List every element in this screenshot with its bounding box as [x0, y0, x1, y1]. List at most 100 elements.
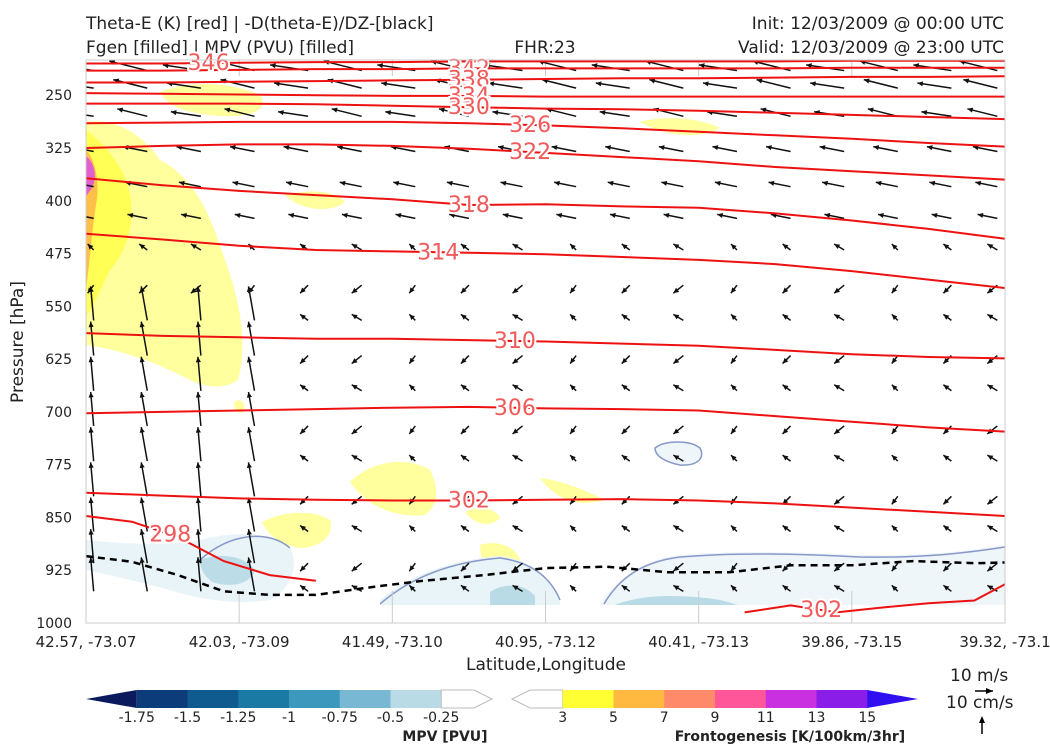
- wind-vector-head: [512, 358, 519, 364]
- wind-vector: [247, 529, 256, 564]
- y-axis-ticks: 250 325 400 475 550 625 700 775 850 925 1000: [36, 88, 72, 632]
- wind-vector-head: [834, 384, 841, 390]
- wind-vector-head: [766, 145, 772, 151]
- wind-vector-head: [339, 180, 346, 186]
- wind-vector: [89, 356, 95, 391]
- wind-vector-head: [673, 428, 680, 434]
- wind-vector-head: [834, 428, 841, 434]
- y-tick-label: 775: [45, 458, 72, 474]
- wind-vector-head: [607, 180, 614, 186]
- mpv-colorbar-tick: -0.75: [322, 710, 358, 726]
- wind-vector-head: [621, 428, 628, 434]
- wind-vector-head: [943, 585, 950, 591]
- wind-vector-head: [570, 314, 576, 321]
- wind-vector-head: [621, 384, 628, 391]
- wind-vector-head: [987, 585, 994, 591]
- wind-vector-head: [274, 81, 280, 87]
- wind-vector-head: [300, 357, 306, 364]
- wind-vector-head: [246, 557, 252, 564]
- wind-vector: [89, 391, 95, 427]
- wind-vector-head: [891, 314, 898, 321]
- wind-vector-head: [139, 286, 145, 293]
- fgen-area-upper-left-strong: [86, 130, 132, 315]
- mpv-colorbar-tick: -0.25: [423, 710, 459, 726]
- mpv-colorbar-tick: -0.5: [377, 710, 404, 726]
- wind-vector-head: [891, 428, 898, 434]
- mpv-area-small-right: [655, 442, 702, 466]
- wind-vector-head: [127, 212, 134, 218]
- plot-frame: [85, 59, 1006, 624]
- wind-vector-head: [409, 384, 415, 391]
- wind-vector-head: [286, 180, 292, 186]
- wind-vector-head: [190, 287, 197, 294]
- wind-vector-head: [834, 585, 841, 591]
- theta-e-contour-label: 302: [800, 598, 842, 623]
- wind-vector-head: [409, 244, 415, 250]
- theta-e-contour: [86, 515, 316, 582]
- wind-vector: [247, 356, 256, 391]
- wind-vector-head: [834, 455, 841, 461]
- wind-vector-head: [246, 321, 252, 328]
- wind-vector: [488, 82, 523, 89]
- wind-vector-head: [621, 357, 628, 364]
- fgen-colorbar-segment: [765, 690, 817, 708]
- wind-vector-head: [943, 498, 950, 505]
- fgen-colorbar-tick: 9: [711, 710, 720, 726]
- theta-e-contour: [86, 102, 1005, 121]
- wind-vector-head: [195, 529, 201, 535]
- wind-vector-head: [673, 287, 680, 294]
- fgen-colorbar-tick: 5: [609, 710, 618, 726]
- title-left-line1: Theta-E (K) [red] | -D(theta-E)/DZ-[blac…: [86, 14, 434, 34]
- wind-vector-head: [460, 287, 467, 294]
- fgen-colorbar-segment: [510, 689, 564, 709]
- wind-vector-head: [595, 81, 602, 87]
- fgen-colorbar-segment: [816, 690, 868, 708]
- wind-vector-head: [409, 357, 415, 364]
- mpv-outline-left: [199, 535, 291, 561]
- wind-vector-head: [570, 525, 576, 532]
- theta-e-contour-label: 322: [509, 140, 551, 165]
- wind-vector: [86, 114, 94, 118]
- theta-e-contour: [86, 232, 1005, 289]
- wind-vector-head: [972, 145, 979, 151]
- theta-e-contour: [86, 60, 1005, 65]
- wind-vector: [140, 391, 149, 427]
- wind-vector: [113, 78, 148, 89]
- wind-vector-head: [987, 244, 994, 250]
- wind-vector-head: [87, 244, 94, 250]
- fgen-area-low-small: [465, 508, 500, 524]
- wind-vector-head: [673, 498, 680, 505]
- wind-vector-head: [246, 286, 252, 293]
- wind-vector-head: [714, 180, 721, 186]
- theta-e-contour: [86, 92, 1005, 98]
- x-tick-label: 39.32, -73.1: [959, 633, 1050, 651]
- wind-vector-head: [891, 585, 898, 591]
- wind-vector-head: [72, 181, 78, 186]
- y-tick-label: 250: [45, 88, 72, 104]
- wind-vector-head: [300, 455, 306, 461]
- mpv-area-left: [86, 534, 294, 602]
- wind-vector-head: [782, 287, 789, 294]
- mpv-colorbar-tick: -1.75: [119, 710, 155, 726]
- wind-vector: [140, 427, 149, 462]
- wind-vector: [89, 286, 95, 321]
- wind-vector: [810, 82, 845, 89]
- wind-vector-head: [929, 180, 936, 186]
- wind-vector: [541, 78, 577, 89]
- wind-vector-head: [730, 314, 737, 321]
- wind-vector-head: [195, 286, 201, 293]
- wind-vector: [247, 321, 256, 356]
- wind-vector-head: [500, 180, 507, 186]
- wind-vector-head: [867, 107, 874, 113]
- wind-vector-head: [891, 357, 898, 364]
- wind-vector-head: [621, 314, 628, 320]
- wind-vector-head: [512, 455, 519, 461]
- wind-vector-head: [139, 321, 145, 328]
- wind-vector-head: [300, 428, 306, 434]
- wind-vector-head: [377, 63, 384, 69]
- wind-vector-head: [756, 78, 763, 84]
- wind-vector: [247, 427, 256, 462]
- wind-vector-head: [460, 455, 467, 461]
- fgen-colorbar-tick: 15: [858, 710, 876, 726]
